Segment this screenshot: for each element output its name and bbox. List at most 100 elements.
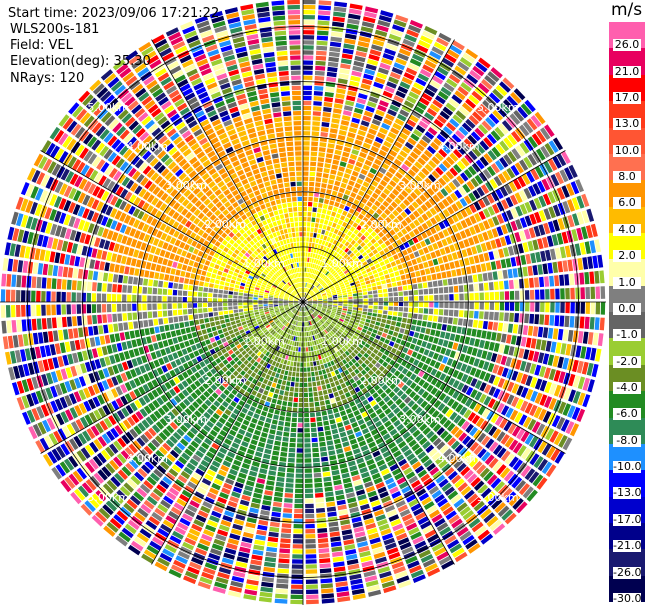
velocity-gate — [366, 241, 373, 248]
velocity-gate — [349, 226, 356, 232]
velocity-gate — [491, 146, 501, 158]
velocity-gate — [344, 318, 350, 322]
velocity-gate — [35, 440, 45, 454]
velocity-gate — [308, 278, 311, 283]
velocity-gate — [333, 298, 338, 301]
velocity-gate — [303, 4, 316, 10]
velocity-gate — [447, 398, 455, 407]
velocity-gate — [361, 362, 367, 369]
velocity-gate — [324, 430, 332, 436]
velocity-gate — [323, 394, 329, 400]
velocity-gate — [303, 372, 307, 377]
velocity-gate — [438, 32, 452, 43]
velocity-gate — [263, 368, 269, 374]
velocity-gate — [532, 239, 539, 251]
velocity-gate — [501, 405, 510, 416]
velocity-gate — [471, 246, 478, 255]
velocity-gate — [99, 357, 107, 368]
velocity-gate — [518, 414, 528, 426]
velocity-gate — [184, 340, 190, 347]
velocity-gate — [418, 549, 431, 559]
velocity-gate — [333, 108, 342, 114]
velocity-gate — [347, 324, 352, 329]
velocity-gate — [335, 213, 341, 219]
velocity-gate — [525, 337, 532, 348]
velocity-gate — [422, 246, 429, 254]
velocity-gate — [445, 510, 457, 521]
velocity-gate — [508, 181, 518, 192]
velocity-gate — [266, 480, 275, 486]
velocity-gate — [362, 291, 368, 295]
velocity-gate — [136, 356, 143, 366]
velocity-gate — [391, 347, 397, 354]
velocity-gate — [424, 88, 436, 98]
velocity-gate — [340, 394, 346, 400]
velocity-gate — [347, 311, 352, 315]
velocity-gate — [328, 221, 333, 227]
velocity-gate — [319, 375, 324, 381]
velocity-gate — [295, 468, 303, 473]
velocity-gate — [254, 451, 263, 458]
velocity-gate — [193, 519, 205, 528]
velocity-gate — [208, 552, 221, 561]
velocity-gate — [206, 371, 213, 378]
velocity-gate — [267, 536, 279, 543]
velocity-gate — [468, 150, 478, 161]
velocity-gate — [409, 382, 417, 390]
velocity-gate — [474, 525, 487, 537]
velocity-gate — [398, 402, 406, 410]
velocity-gate — [584, 241, 591, 254]
velocity-gate — [357, 359, 364, 365]
velocity-gate — [386, 547, 399, 555]
velocity-gate — [316, 40, 328, 46]
velocity-gate — [418, 139, 428, 148]
velocity-gate — [545, 464, 557, 478]
velocity-gate — [477, 432, 487, 443]
velocity-gate — [340, 383, 347, 389]
velocity-gate — [338, 129, 347, 136]
velocity-gate — [156, 376, 164, 385]
velocity-gate — [410, 373, 417, 381]
velocity-gate — [418, 39, 431, 49]
velocity-gate — [509, 290, 515, 300]
velocity-gate — [273, 496, 283, 503]
velocity-gate — [447, 490, 459, 500]
velocity-gate — [267, 318, 273, 322]
velocity-gate — [450, 494, 462, 505]
velocity-gate — [476, 504, 489, 516]
velocity-gate — [471, 347, 478, 357]
velocity-gate — [545, 302, 550, 313]
velocity-gate — [312, 313, 316, 318]
velocity-gate — [304, 423, 310, 428]
velocity-gate — [372, 450, 381, 458]
velocity-gate — [449, 152, 459, 162]
velocity-gate — [329, 455, 337, 461]
velocity-gate — [345, 284, 351, 288]
velocity-gate — [318, 301, 323, 302]
velocity-gate — [121, 434, 131, 445]
velocity-gate — [221, 348, 227, 354]
velocity-gate — [441, 198, 450, 207]
velocity-gate — [214, 335, 220, 341]
velocity-gate — [324, 314, 329, 318]
velocity-gate — [134, 399, 143, 409]
velocity-gate — [300, 317, 302, 322]
velocity-gate — [413, 82, 425, 91]
velocity-gate — [358, 263, 364, 269]
velocity-gate — [201, 571, 214, 580]
velocity-gate — [307, 288, 310, 293]
velocity-gate — [282, 320, 287, 324]
velocity-gate — [478, 283, 484, 291]
velocity-gate — [202, 374, 209, 381]
velocity-gate — [393, 140, 403, 149]
velocity-gate — [284, 391, 289, 396]
velocity-gate — [303, 242, 306, 247]
velocity-gate — [303, 312, 305, 317]
velocity-gate — [322, 466, 330, 472]
velocity-gate — [432, 242, 439, 250]
velocity-gate — [295, 305, 300, 309]
velocity-gate — [317, 305, 322, 307]
velocity-gate — [162, 519, 175, 529]
velocity-gate — [462, 183, 471, 193]
velocity-gate — [238, 347, 245, 353]
